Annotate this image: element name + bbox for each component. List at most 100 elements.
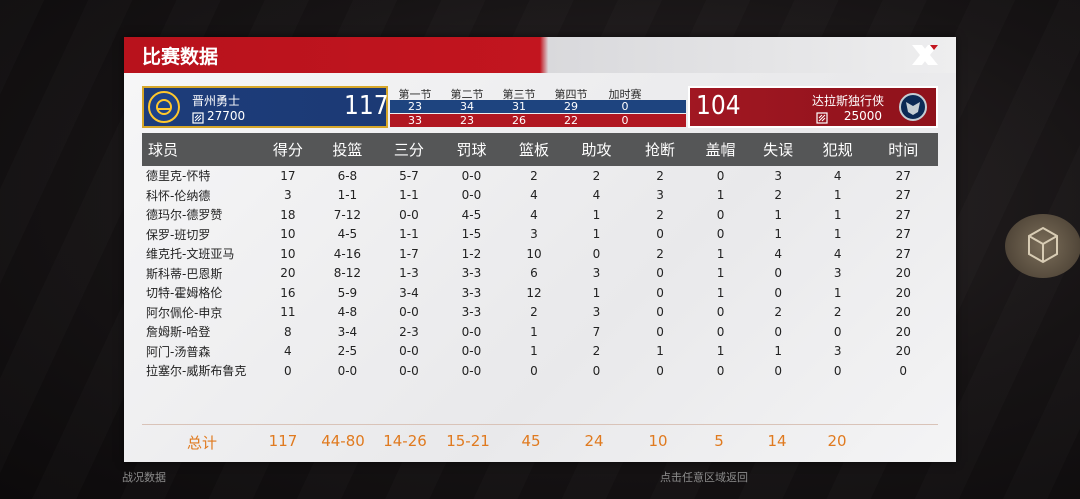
- stat-cell: 1: [774, 207, 782, 222]
- stat-cell: 0: [656, 363, 664, 378]
- total-value: 14: [767, 432, 787, 450]
- stat-cell: 1: [530, 324, 538, 339]
- stat-cell: 0-0: [461, 324, 482, 339]
- stat-cell: 12: [526, 285, 542, 300]
- stat-cell: 17: [280, 168, 296, 183]
- quarter-header: 第三节: [502, 88, 536, 101]
- stat-cell: 4-5: [337, 227, 358, 242]
- footer-stats-link[interactable]: 战况数据: [122, 471, 166, 484]
- total-value: 10: [648, 432, 668, 450]
- stat-cell: 2: [656, 207, 664, 222]
- stat-cell: 6: [530, 266, 538, 281]
- totals-label: 总计: [186, 434, 217, 452]
- stat-cell: 27: [895, 246, 911, 261]
- stat-cell: 2-5: [337, 344, 358, 359]
- player-name-cell: 德玛尔-德罗赞: [146, 208, 223, 223]
- column-header: 三分: [378, 133, 440, 166]
- table-row: 科怀-伦纳德 3 1-1 1-1 0-0 4 4 3 1 2 1 27: [142, 186, 938, 206]
- stat-cell: 20: [895, 344, 911, 359]
- stat-cell: 1-5: [461, 227, 482, 242]
- stat-cell: 0-0: [399, 305, 419, 320]
- score-bar: 晋州勇士 27700 117 第一节 第二节 第三节 第四节 加时赛 23 34…: [142, 86, 938, 128]
- stat-cell: 1: [774, 344, 782, 359]
- stat-cell: 2: [592, 344, 601, 359]
- stat-cell: 6-8: [337, 168, 358, 183]
- stat-cell: 1: [716, 344, 725, 359]
- stat-cell: 0-0: [461, 168, 482, 183]
- stat-cell: 1: [833, 285, 842, 300]
- totals-row: 总计 117 44-80 14-26 15-21 45 24 10 5 14 20: [142, 429, 938, 455]
- stat-cell: 10: [280, 227, 296, 242]
- away-quarter-score: 23: [460, 114, 474, 127]
- footer-return-hint: 点击任意区域返回: [660, 471, 748, 484]
- stat-cell: 4-16: [333, 246, 361, 261]
- table-row: 斯科蒂-巴恩斯 20 8-12 1-3 3-3 6 3 0 1 0 3 20: [142, 264, 938, 284]
- warriors-logo-icon: [148, 91, 180, 123]
- total-value: 14-26: [383, 432, 427, 450]
- panel-header: 比赛数据: [124, 37, 956, 73]
- stat-cell: 0: [774, 285, 782, 300]
- stat-cell: 3-4: [399, 285, 419, 300]
- cube-icon: [1028, 226, 1058, 264]
- stat-cell: 1: [716, 246, 725, 261]
- player-name-cell: 斯科蒂-巴恩斯: [146, 266, 223, 281]
- stat-cell: 1: [530, 344, 538, 359]
- rating-icon: [816, 109, 828, 128]
- stat-cell: 27: [895, 227, 911, 242]
- stat-cell: 4: [774, 246, 782, 261]
- stat-cell: 3: [833, 344, 842, 359]
- stat-cell: 3: [530, 227, 538, 242]
- away-quarter-score: 0: [621, 114, 629, 127]
- home-quarter-score: 0: [621, 100, 629, 113]
- stat-cell: 0-0: [399, 363, 419, 378]
- stat-cell: 1: [592, 227, 601, 242]
- stat-cell: 0: [656, 324, 664, 339]
- stat-cell: 1-1: [337, 188, 358, 203]
- away-quarter-score: 26: [512, 114, 526, 127]
- stat-cell: 0-0: [461, 188, 482, 203]
- player-name-cell: 詹姆斯-哈登: [146, 325, 211, 340]
- stat-cell: 10: [280, 246, 296, 261]
- stat-cell: 4: [833, 246, 842, 261]
- stat-cell: 0: [716, 363, 725, 378]
- stat-cell: 8: [284, 324, 292, 339]
- stat-cell: 1-3: [399, 266, 419, 281]
- away-team-rating: 25000: [843, 109, 882, 123]
- side-cube-button[interactable]: [1005, 214, 1080, 278]
- column-header: 时间: [868, 133, 938, 166]
- stat-cell: 2-3: [399, 324, 419, 339]
- close-button[interactable]: [908, 41, 942, 69]
- player-name-cell: 保罗-班切罗: [146, 227, 211, 242]
- stat-cell: 3: [592, 266, 601, 281]
- stat-cell: 0: [774, 266, 782, 281]
- stat-cell: 2: [592, 168, 601, 183]
- table-row: 德玛尔-德罗赞 18 7-12 0-0 4-5 4 1 2 0 1 1 27: [142, 205, 938, 225]
- total-value: 20: [827, 432, 847, 450]
- stat-cell: 0: [656, 266, 664, 281]
- stat-cell: 0-0: [337, 363, 358, 378]
- stat-cell: 0: [833, 363, 842, 378]
- stat-cell: 2: [774, 305, 782, 320]
- stat-cell: 20: [895, 324, 911, 339]
- column-header: 球员: [142, 133, 260, 166]
- stat-cell: 1: [833, 207, 842, 222]
- column-header: 罚球: [439, 133, 504, 166]
- quarter-header: 第四节: [554, 88, 588, 101]
- stat-cell: 27: [895, 207, 911, 222]
- stat-cell: 0: [716, 168, 725, 183]
- home-quarter-row: 23 34 31 29 0: [390, 100, 686, 113]
- stat-cell: 3: [284, 188, 292, 203]
- total-value: 117: [268, 432, 298, 450]
- stat-cell: 1: [833, 188, 842, 203]
- stat-cell: 4-8: [337, 305, 358, 320]
- home-quarter-score: 34: [460, 100, 474, 113]
- stat-cell: 0-0: [461, 344, 482, 359]
- stat-cell: 1: [656, 344, 664, 359]
- stat-cell: 1: [716, 188, 725, 203]
- total-value: 15-21: [446, 432, 490, 450]
- total-value: 44-80: [321, 432, 365, 450]
- stat-cell: 1: [592, 207, 601, 222]
- stat-cell: 2: [530, 305, 538, 320]
- player-stats-table: 球员 得分 投篮 三分 罚球 篮板 助攻 抢断 盖帽 失误 犯规 时间 德里克-…: [142, 133, 938, 381]
- table-row: 维克托-文班亚马 10 4-16 1-7 1-2 10 0 2 1 4 4 27: [142, 244, 938, 264]
